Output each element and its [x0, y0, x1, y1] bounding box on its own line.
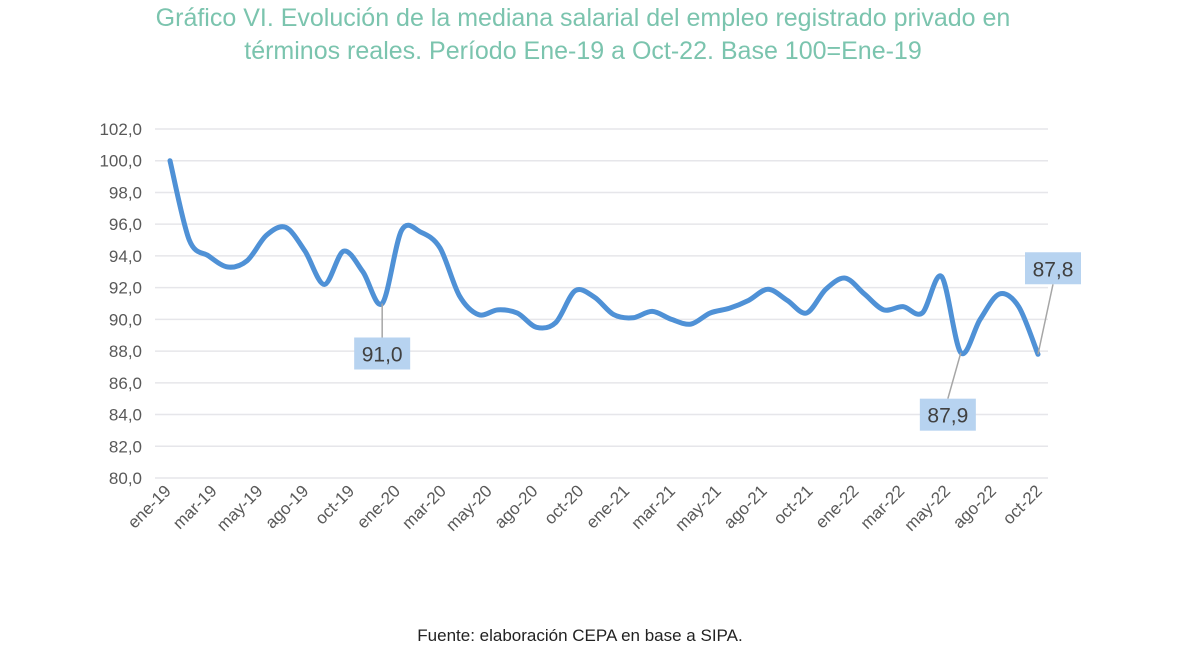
x-tick-label: oct-19	[311, 481, 358, 528]
x-tick-label: ago-19	[261, 481, 312, 532]
y-tick-label: 98,0	[109, 183, 142, 202]
source-note: Fuente: elaboración CEPA en base a SIPA.	[417, 626, 742, 645]
y-tick-label: 86,0	[109, 374, 142, 393]
y-tick-label: 90,0	[109, 310, 142, 329]
data-label-leader	[947, 352, 962, 399]
y-tick-label: 94,0	[109, 247, 142, 266]
y-tick-label: 84,0	[109, 406, 142, 425]
x-tick-label: mar-22	[857, 481, 909, 533]
data-label: 91,0	[362, 344, 403, 367]
x-tick-label: ene-21	[582, 481, 633, 532]
x-tick-label: may-22	[901, 481, 955, 535]
y-tick-label: 88,0	[109, 342, 142, 361]
x-tick-label: ene-20	[353, 481, 404, 532]
x-tick-label: may-20	[442, 481, 496, 535]
x-tick-label: oct-21	[770, 481, 817, 528]
data-label: 87,8	[1033, 258, 1074, 281]
x-tick-label: mar-21	[628, 481, 680, 533]
x-tick-label: ago-20	[491, 481, 542, 532]
data-label-box	[919, 398, 976, 431]
y-tick-label: 96,0	[109, 215, 142, 234]
chart-title-line-2: términos reales. Período Ene-19 a Oct-22…	[244, 37, 921, 65]
x-tick-label: may-21	[671, 481, 725, 535]
x-tick-label: mar-20	[398, 481, 450, 533]
x-tick-label: ene-22	[812, 481, 863, 532]
y-tick-label: 100,0	[99, 152, 142, 171]
chart-title-line-1: Gráfico VI. Evolución de la mediana sala…	[156, 4, 1011, 32]
data-label: 87,9	[927, 405, 968, 428]
x-tick-label: mar-19	[169, 481, 221, 533]
data-label-box	[1025, 252, 1081, 285]
y-tick-label: 92,0	[109, 279, 142, 298]
x-tick-label: oct-22	[999, 481, 1046, 528]
x-tick-label: ene-19	[124, 481, 175, 532]
series-line	[167, 158, 1041, 357]
x-tick-label: may-19	[213, 481, 267, 535]
y-tick-label: 102,0	[99, 120, 142, 139]
y-tick-label: 80,0	[109, 469, 142, 488]
x-tick-label: oct-20	[541, 481, 588, 528]
data-label-leader	[1037, 284, 1054, 355]
data-label-box	[354, 337, 411, 370]
x-tick-label: ago-21	[720, 481, 771, 532]
x-tick-label: ago-22	[949, 481, 1000, 532]
y-tick-label: 82,0	[109, 437, 142, 456]
